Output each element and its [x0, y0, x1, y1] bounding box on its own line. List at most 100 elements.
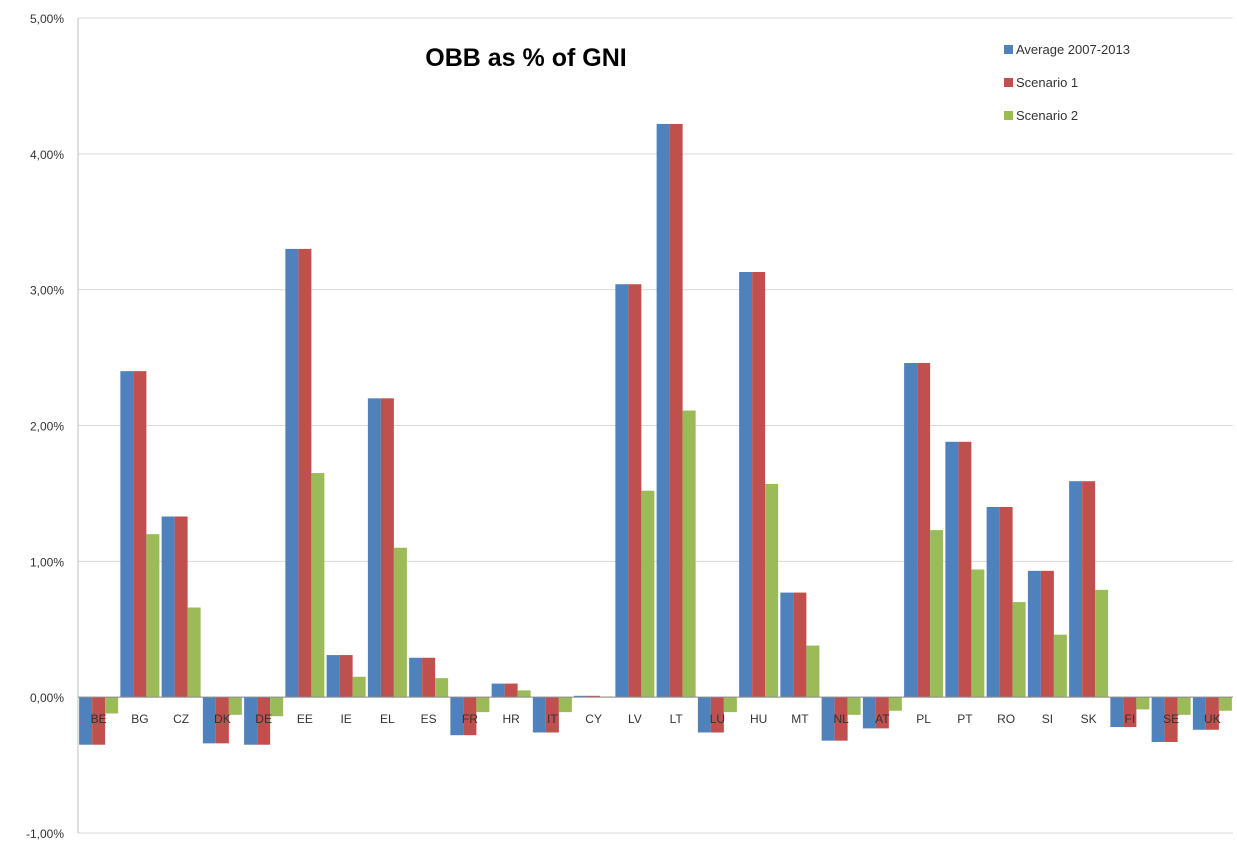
legend-label: Scenario 1 — [1016, 75, 1078, 90]
bar-dk-series-2 — [215, 697, 229, 744]
bar-bg-series-2 — [133, 371, 147, 698]
x-tick-label: SE — [1163, 712, 1179, 726]
bar-at-series-3 — [888, 697, 902, 711]
bar-be-series-2 — [92, 697, 106, 745]
bar-ro-series-1 — [986, 507, 1000, 698]
bar-lu-series-3 — [723, 697, 737, 713]
bar-de-series-2 — [257, 697, 271, 745]
y-tick-label: 0,00% — [30, 691, 64, 705]
bar-ee-series-3 — [311, 473, 325, 698]
bar-lt-series-1 — [656, 123, 670, 698]
bar-ie-series-2 — [339, 655, 353, 698]
x-tick-label: HR — [502, 712, 520, 726]
bar-be-series-1 — [79, 697, 93, 745]
bar-it-series-2 — [545, 697, 559, 733]
bar-cz-series-1 — [161, 516, 175, 698]
x-tick-label: PT — [957, 712, 973, 726]
bar-it-series-1 — [532, 697, 546, 733]
x-tick-label: AT — [875, 712, 890, 726]
bar-si-series-2 — [1040, 570, 1054, 698]
bar-ee-series-2 — [298, 248, 312, 698]
bar-es-series-1 — [409, 657, 423, 698]
x-tick-label: LU — [710, 712, 725, 726]
y-tick-label: 4,00% — [30, 148, 64, 162]
x-tick-label: ES — [421, 712, 437, 726]
x-tick-label: CZ — [173, 712, 189, 726]
x-tick-label: EL — [380, 712, 395, 726]
x-tick-label: SI — [1042, 712, 1053, 726]
x-tick-label: IE — [340, 712, 351, 726]
bar-lt-series-2 — [669, 123, 683, 698]
bar-mt-series-3 — [806, 645, 820, 698]
bar-el-series-1 — [367, 398, 381, 698]
y-tick-label: 1,00% — [30, 555, 64, 569]
bar-lu-series-2 — [710, 697, 724, 733]
legend: Average 2007-2013 Scenario 1 Scenario 2 — [1004, 42, 1130, 123]
bar-nl-series-1 — [821, 697, 835, 741]
bar-cz-series-3 — [187, 607, 201, 698]
bar-cz-series-2 — [174, 516, 188, 698]
bar-pl-series-3 — [930, 530, 944, 698]
bar-dk-series-1 — [202, 697, 216, 744]
x-tick-label: FI — [1125, 712, 1136, 726]
bar-be-series-3 — [105, 697, 119, 714]
bar-hr-series-3 — [517, 690, 531, 698]
x-tick-label: DE — [255, 712, 272, 726]
bar-pl-series-2 — [917, 363, 931, 698]
x-tick-label: CY — [585, 712, 602, 726]
x-tick-label: DK — [214, 712, 231, 726]
bar-el-series-3 — [393, 547, 407, 698]
bar-de-series-3 — [270, 697, 284, 717]
bar-mt-series-1 — [780, 592, 794, 698]
bar-se-series-2 — [1164, 697, 1178, 742]
bar-hr-series-2 — [504, 683, 518, 698]
bar-fi-series-1 — [1110, 697, 1124, 728]
bar-fr-series-3 — [476, 697, 490, 713]
x-tick-label: NL — [833, 712, 849, 726]
bar-hr-series-1 — [491, 683, 505, 698]
bar-fr-series-2 — [463, 697, 477, 736]
bar-pt-series-1 — [945, 441, 959, 698]
bar-cy-series-1 — [574, 695, 588, 698]
bar-uk-series-1 — [1192, 697, 1206, 730]
bar-lu-series-1 — [697, 697, 711, 733]
y-tick-label: -1,00% — [26, 827, 64, 841]
bar-hu-series-3 — [765, 483, 779, 698]
bar-es-series-2 — [422, 657, 436, 698]
bar-fi-series-2 — [1123, 697, 1137, 728]
bar-fr-series-1 — [450, 697, 464, 736]
bar-nl-series-3 — [847, 697, 861, 715]
x-tick-label: LT — [670, 712, 684, 726]
bar-sk-series-1 — [1069, 481, 1083, 698]
bars — [79, 123, 1232, 745]
bar-si-series-1 — [1027, 570, 1041, 698]
bar-lv-series-2 — [628, 284, 642, 698]
bar-de-series-1 — [244, 697, 258, 745]
bar-ie-series-3 — [352, 676, 366, 698]
bar-it-series-3 — [558, 697, 572, 713]
x-tick-label: BE — [91, 712, 107, 726]
bar-pl-series-1 — [904, 363, 918, 698]
x-tick-label: SK — [1081, 712, 1097, 726]
bar-bg-series-3 — [146, 534, 160, 698]
x-tick-label: LV — [628, 712, 642, 726]
bar-sk-series-3 — [1095, 589, 1109, 698]
y-tick-label: 5,00% — [30, 12, 64, 26]
legend-label: Average 2007-2013 — [1016, 42, 1130, 57]
bar-ie-series-1 — [326, 655, 340, 698]
y-tick-label: 2,00% — [30, 420, 64, 434]
bar-at-series-2 — [875, 697, 889, 729]
bar-pt-series-2 — [958, 441, 972, 698]
bar-fi-series-3 — [1136, 697, 1150, 710]
bar-lv-series-3 — [641, 490, 655, 698]
x-tick-label: RO — [997, 712, 1015, 726]
bar-bg-series-1 — [120, 371, 134, 698]
bar-cy-series-2 — [587, 695, 601, 698]
bar-lv-series-1 — [615, 284, 629, 698]
bar-el-series-2 — [380, 398, 394, 698]
x-tick-label: FR — [462, 712, 478, 726]
bar-at-series-1 — [862, 697, 876, 729]
chart-title: OBB as % of GNI — [425, 44, 626, 72]
